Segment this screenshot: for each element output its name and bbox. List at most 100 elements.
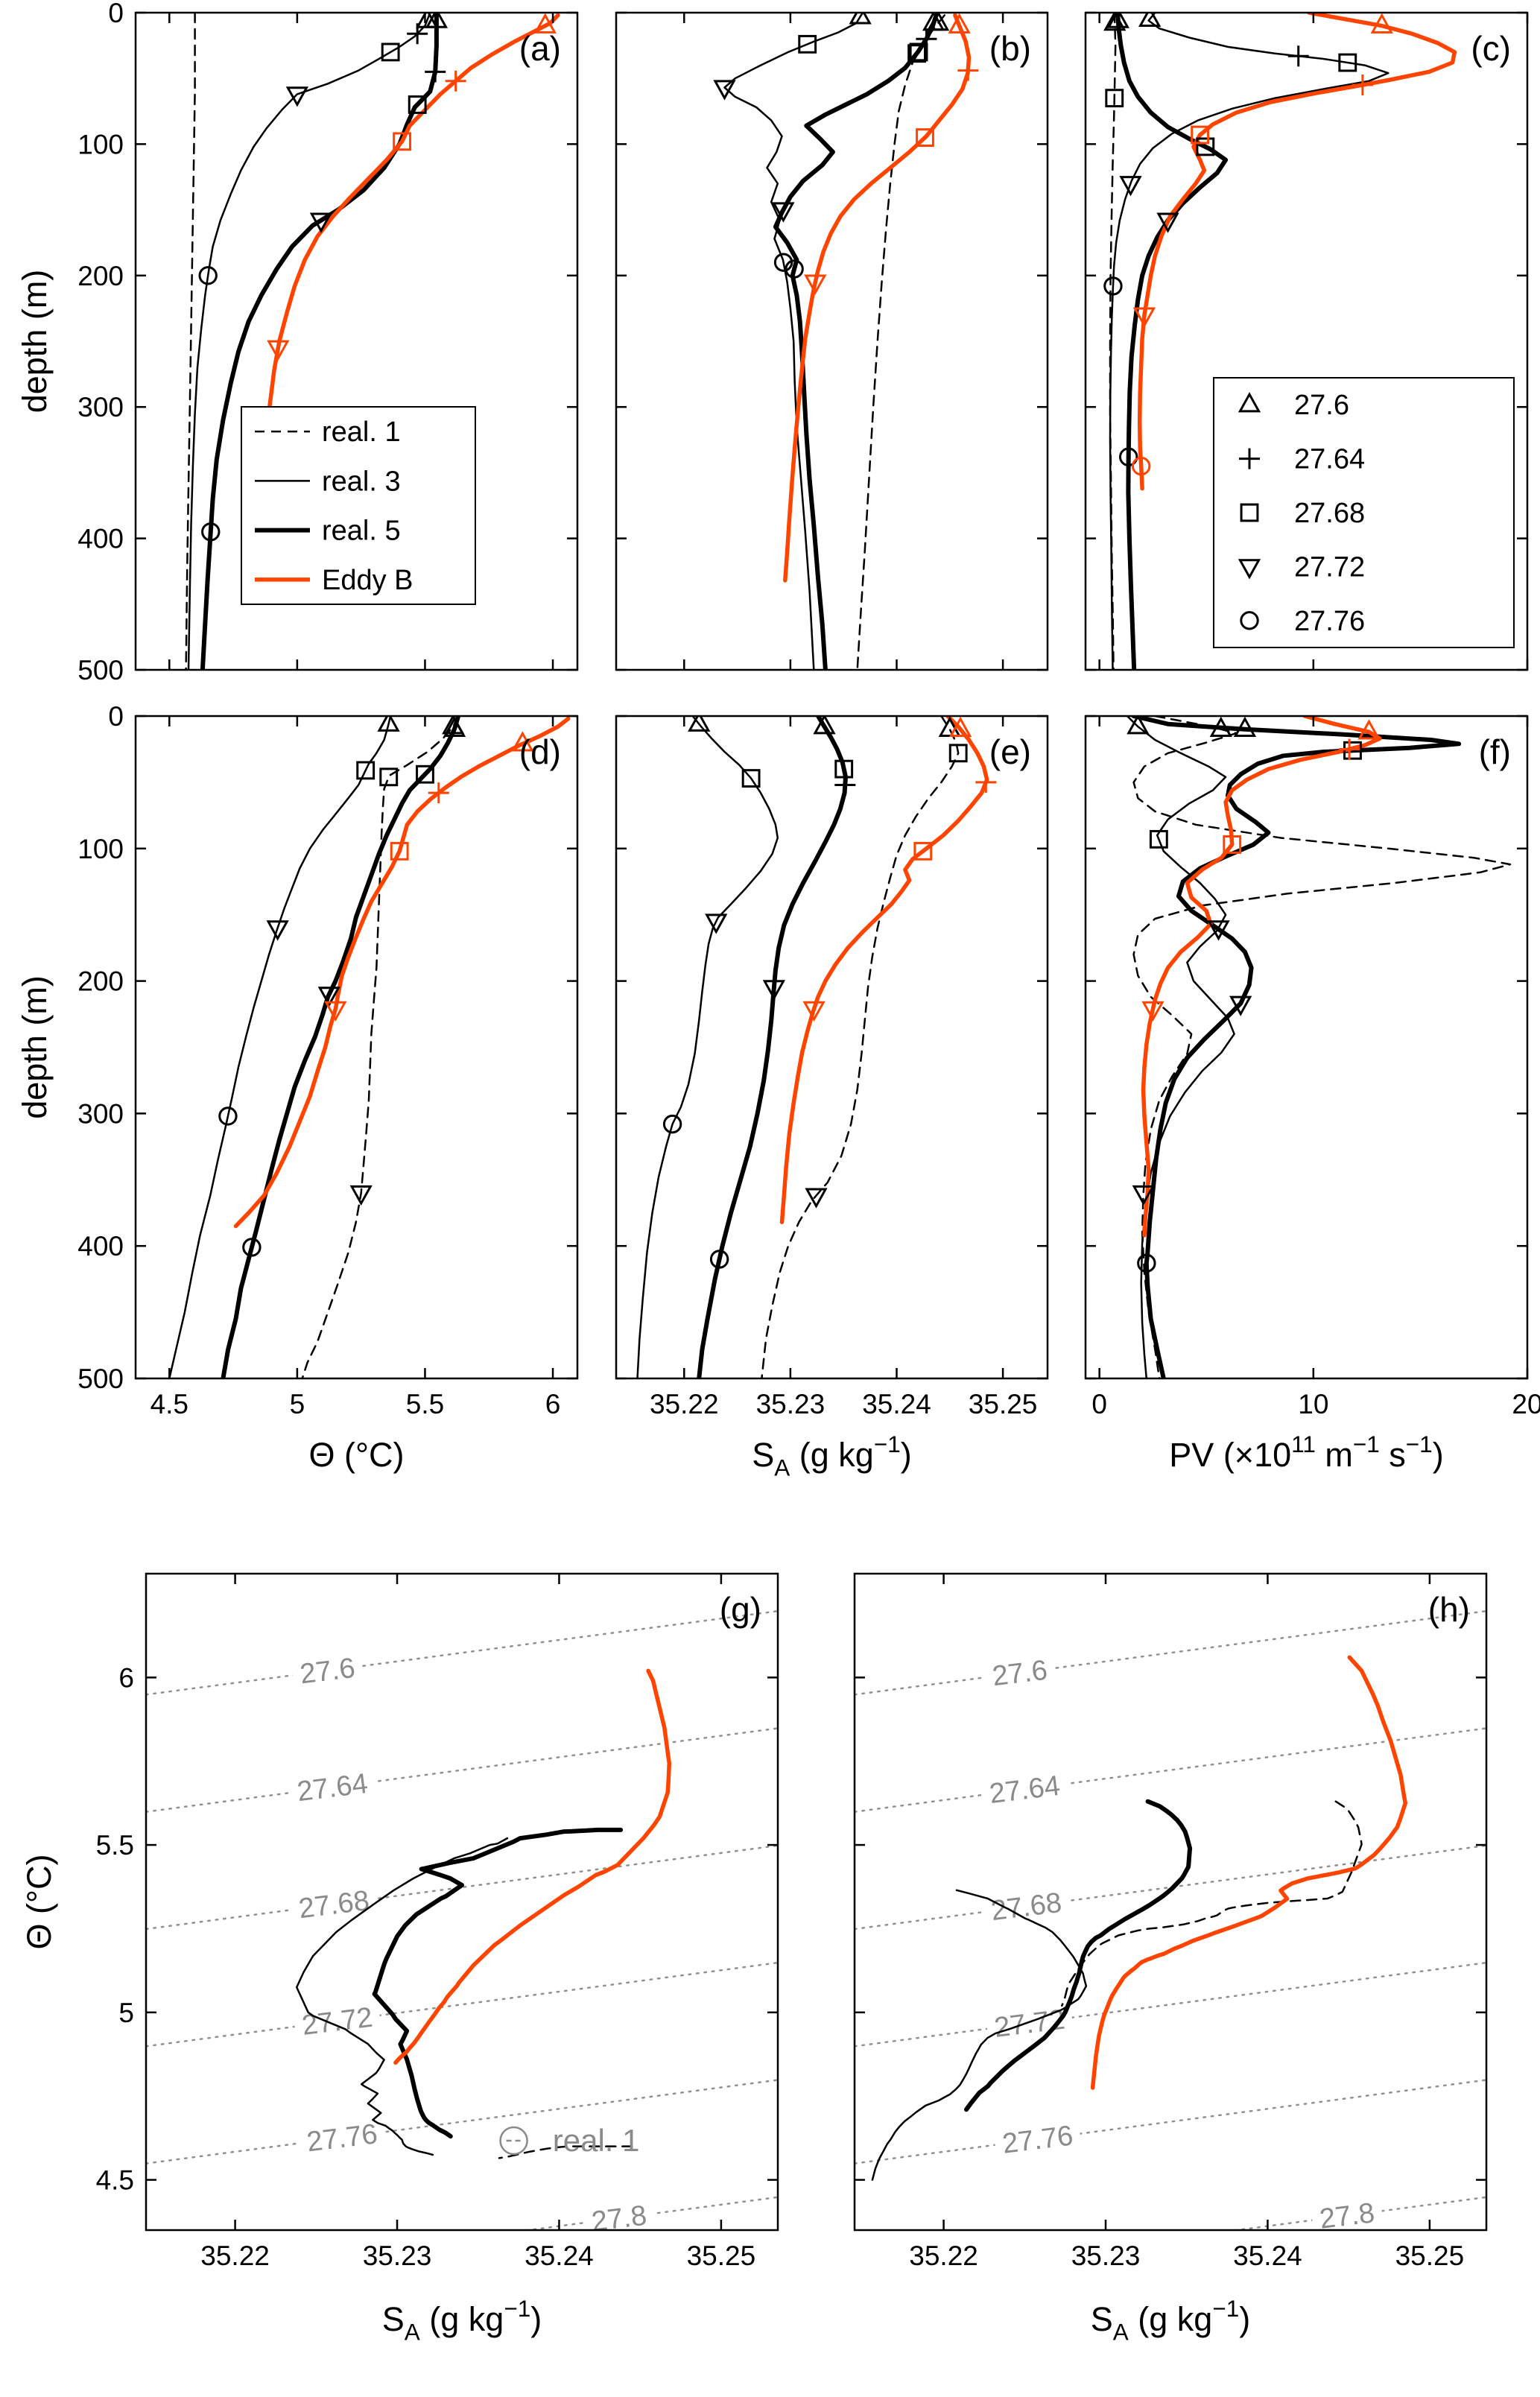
x-axis-label-f: PV (×1011 m−1 s−1) — [1169, 1431, 1443, 1474]
panel-letter-h: (h) — [1428, 1590, 1470, 1629]
x-tick-label: 0 — [1091, 1389, 1107, 1419]
plus-marker — [1339, 738, 1360, 760]
x-tick-label: 35.25 — [969, 1389, 1038, 1419]
square-marker — [381, 42, 400, 62]
isopycnal-line — [855, 2079, 1486, 2165]
legend-marker-label-triangle: 27.6 — [1294, 390, 1349, 421]
circle-marker — [709, 1250, 729, 1269]
x-tick-label: 35.24 — [862, 1389, 931, 1419]
isopycnal-line — [147, 1844, 777, 1931]
triangle-up-marker — [948, 717, 972, 737]
triangle-up-marker — [1138, 13, 1162, 27]
y-tick-label: 5 — [118, 1998, 134, 2028]
square-marker — [1149, 829, 1168, 849]
ts-series-real1-line — [498, 2145, 633, 2159]
square-marker — [1343, 741, 1362, 760]
isopycnal-label-mask — [288, 1764, 377, 1809]
isopycnal-label-mask — [582, 2196, 656, 2229]
plus-marker — [407, 23, 428, 45]
y-tick-label: 200 — [77, 966, 124, 997]
y-tick-label: 300 — [77, 392, 124, 422]
isopycnal-line — [855, 1961, 1486, 2048]
y-tick-label: 5.5 — [96, 1830, 134, 1861]
isopycnal-line — [855, 1727, 1486, 1813]
ts-series-eddyB-line — [1090, 1655, 1408, 2090]
y-tick-label: 100 — [77, 834, 124, 864]
plus-marker — [445, 70, 466, 92]
isopycnal-label-group: 27.8 — [582, 2196, 656, 2229]
panel-d-background — [136, 716, 577, 1378]
panel-c-box — [1084, 11, 1529, 671]
ts-series-eddyB-line — [393, 1668, 672, 2065]
y-tick-label: 200 — [77, 261, 124, 291]
triangle-down-marker — [317, 987, 340, 1007]
isopycnal-label-mask — [297, 2115, 387, 2159]
triangle-down-marker — [1141, 1001, 1164, 1022]
triangle-up-marker — [813, 717, 836, 735]
triangle-down-marker — [805, 1188, 828, 1209]
x-tick-label: 6 — [545, 1389, 561, 1419]
panel-e-background — [616, 716, 1048, 1378]
triangle-up-marker — [1370, 13, 1393, 34]
series-real1-line — [761, 717, 960, 1378]
triangle-up-marker — [425, 13, 449, 28]
triangle-up-marker — [443, 717, 466, 737]
series-eddyB-line — [1137, 13, 1457, 491]
isopycnal-label-group: 27.6 — [290, 1648, 364, 1691]
panel-g-background — [146, 1574, 778, 2230]
panel-h-box — [853, 1572, 1488, 2232]
triangle-down-marker — [309, 212, 333, 233]
square-marker — [798, 34, 817, 54]
legend-label-eddyB: Eddy B — [322, 565, 413, 596]
triangle-down-marker — [1156, 212, 1179, 233]
series-eddyB-line — [233, 717, 571, 1229]
series-real3-line — [1109, 13, 1390, 669]
panel-f-box — [1084, 715, 1529, 1380]
series-real5-line — [697, 717, 848, 1378]
y-tick-label: 0 — [108, 701, 124, 732]
isopycnal-label-mask — [290, 1648, 364, 1691]
ts-series-real3-line — [871, 1889, 1088, 2181]
triangle-up-marker — [533, 13, 557, 34]
x-tick-label: 20 — [1512, 1389, 1540, 1419]
square-marker — [1196, 137, 1215, 156]
isopycnal-line — [147, 1727, 777, 1813]
triangle-down-marker — [1207, 920, 1230, 941]
x-tick-label: 35.23 — [756, 1389, 826, 1419]
circle-marker — [218, 1106, 238, 1126]
square-marker — [916, 128, 934, 148]
legend-marker-label-plus: 27.64 — [1294, 444, 1365, 475]
square-marker — [907, 44, 927, 63]
isopycnal-line — [147, 1610, 777, 1696]
square-marker — [1105, 89, 1124, 108]
triangle-down-marker — [804, 274, 827, 295]
plus-marker — [916, 28, 937, 50]
x-tick-label: 35.23 — [1071, 2241, 1141, 2271]
y-axis-label-d: depth (m) — [16, 975, 54, 1119]
isopycnal-label-group: 27.8 — [1310, 2193, 1384, 2229]
series-real1-line — [1132, 717, 1512, 1378]
isopycnal-label-mask — [980, 1766, 1070, 1811]
y-tick-label: 500 — [77, 655, 124, 685]
square-marker — [1240, 503, 1259, 522]
circle-marker — [1131, 456, 1151, 476]
plus-marker — [975, 771, 997, 793]
series-real1-line — [301, 717, 460, 1378]
isopycnal-line — [855, 1844, 1486, 1931]
panel-b-plot-area — [713, 13, 979, 669]
circle-marker — [198, 266, 218, 285]
triangle-up-marker — [688, 717, 711, 732]
x-tick-label: 35.22 — [200, 2241, 270, 2271]
y-tick-label: 100 — [77, 129, 124, 159]
square-marker — [1191, 125, 1210, 145]
circle-marker — [201, 522, 221, 542]
isopycnal-line — [147, 1961, 777, 2048]
circle-marker — [785, 259, 804, 279]
plus-marker — [428, 782, 449, 804]
triangle-down-marker — [1119, 176, 1142, 197]
triangle-down-marker — [267, 340, 290, 361]
legend-label-real1: real. 1 — [322, 417, 401, 448]
isopycnal-label-mask — [992, 2116, 1083, 2161]
y-tick-label: 300 — [77, 1098, 124, 1129]
legend-marker-label-square: 27.68 — [1294, 498, 1365, 529]
